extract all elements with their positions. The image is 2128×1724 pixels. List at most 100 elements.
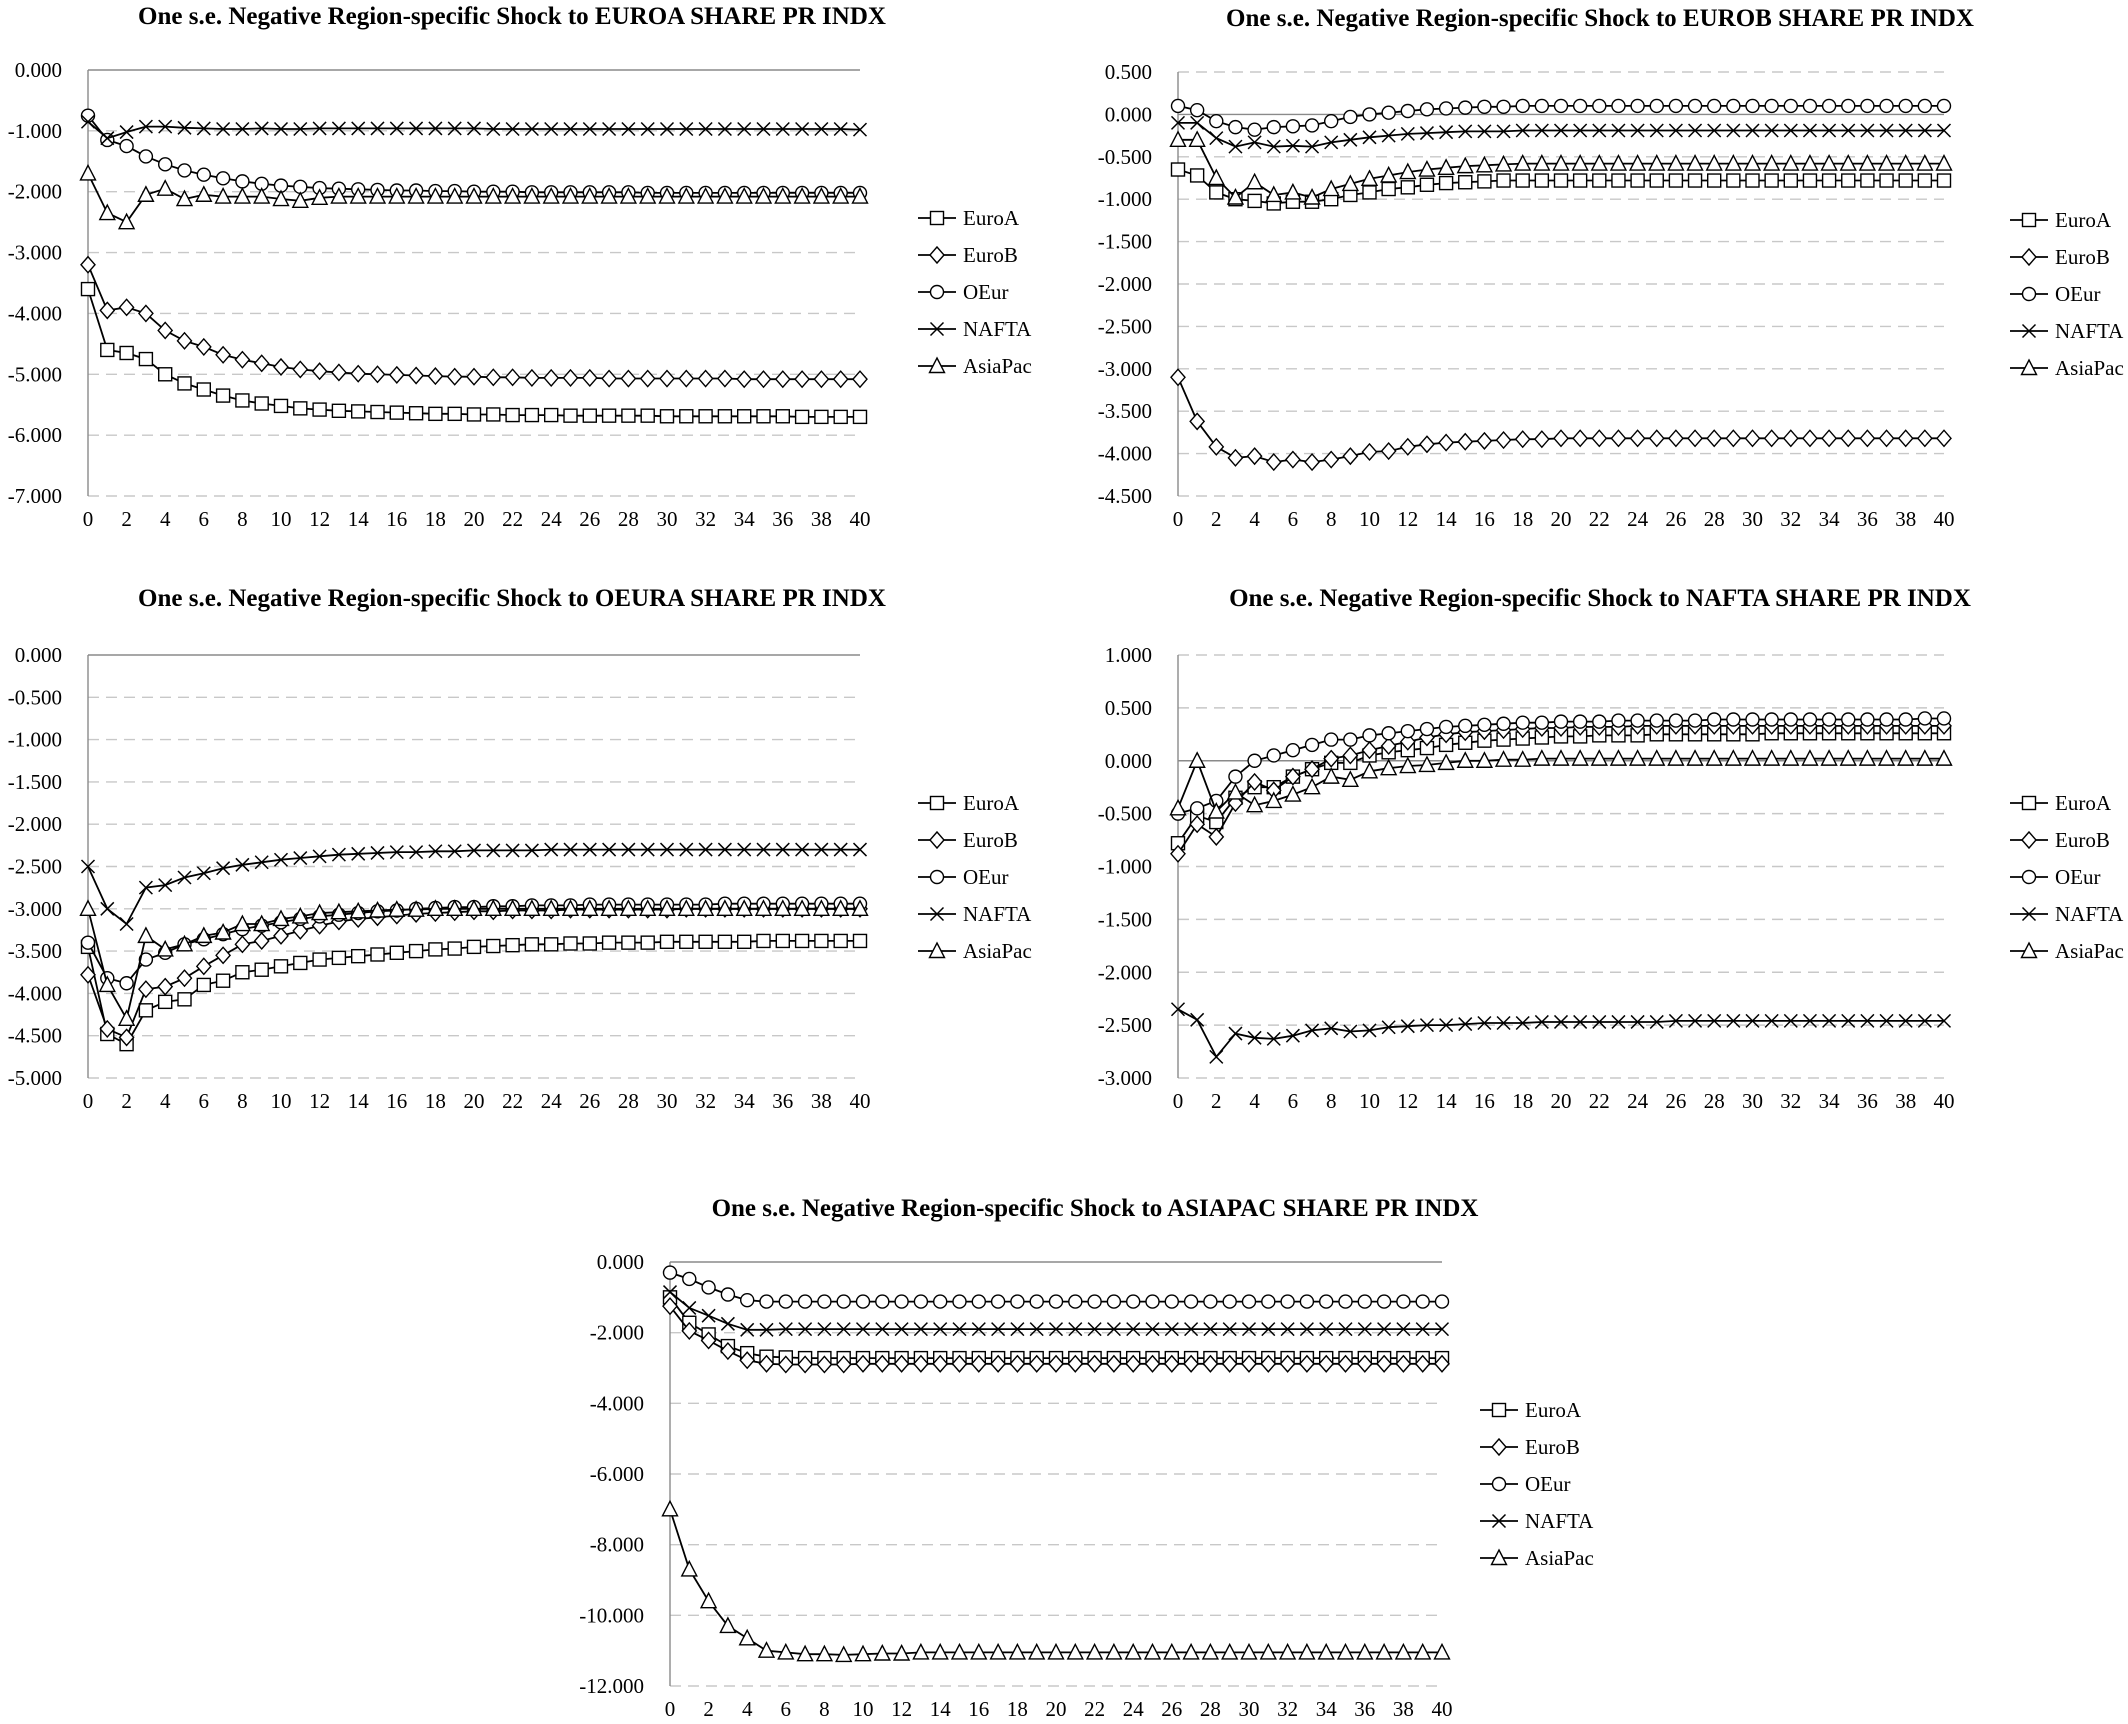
data-point bbox=[697, 369, 714, 388]
data-point bbox=[1415, 1294, 1430, 1309]
data-point bbox=[330, 187, 348, 204]
x-tick-label: 32 bbox=[1780, 1089, 1801, 1113]
y-tick-label: 0.000 bbox=[597, 1250, 644, 1274]
x-tick-label: 40 bbox=[1934, 507, 1955, 531]
legend-marker bbox=[1491, 1513, 1507, 1529]
data-point bbox=[971, 1294, 986, 1309]
data-point bbox=[388, 365, 405, 384]
data-point bbox=[933, 1294, 948, 1309]
data-point bbox=[1916, 429, 1933, 448]
data-point bbox=[1245, 795, 1264, 813]
data-point bbox=[176, 331, 193, 350]
data-point bbox=[1226, 782, 1245, 800]
data-point bbox=[774, 899, 792, 916]
data-point bbox=[798, 1322, 813, 1337]
data-point bbox=[1280, 1322, 1295, 1337]
data-point bbox=[158, 878, 173, 893]
data-point bbox=[1649, 173, 1664, 188]
legend-label: AsiaPac bbox=[2055, 356, 2124, 380]
data-point bbox=[1898, 173, 1913, 188]
y-tick-label: -2.000 bbox=[1098, 272, 1152, 296]
data-point bbox=[971, 1322, 986, 1337]
data-point bbox=[1029, 1294, 1044, 1309]
data-point bbox=[1611, 123, 1626, 138]
x-tick-label: 16 bbox=[386, 507, 407, 531]
data-point bbox=[1898, 98, 1913, 114]
legend-marker bbox=[928, 941, 946, 959]
data-point bbox=[291, 906, 309, 924]
data-point bbox=[1261, 1322, 1276, 1337]
data-point bbox=[368, 187, 387, 204]
y-tick-label: -2.500 bbox=[1098, 1013, 1152, 1037]
data-point bbox=[696, 899, 715, 916]
data-point bbox=[659, 842, 675, 857]
legend-label: NAFTA bbox=[963, 902, 1032, 926]
data-point bbox=[836, 1294, 851, 1309]
data-point bbox=[601, 935, 617, 950]
data-point bbox=[273, 926, 289, 945]
series-line bbox=[669, 1509, 1442, 1656]
data-point bbox=[793, 187, 811, 204]
x-tick-label: 2 bbox=[1211, 1089, 1222, 1113]
data-point bbox=[740, 1292, 755, 1308]
data-point bbox=[1221, 1642, 1239, 1660]
data-point bbox=[523, 368, 540, 388]
data-point bbox=[234, 935, 251, 954]
y-tick-label: -4.000 bbox=[590, 1391, 644, 1415]
data-point bbox=[1860, 98, 1875, 114]
data-point bbox=[1515, 98, 1530, 114]
legend-marker bbox=[2021, 869, 2037, 885]
data-point bbox=[1105, 1642, 1123, 1660]
chart-panel-1: One s.e. Negative Region-specific Shock … bbox=[8, 3, 1032, 531]
x-tick-label: 28 bbox=[1704, 1089, 1725, 1113]
data-point bbox=[1917, 1013, 1932, 1028]
x-tick-label: 14 bbox=[1436, 507, 1458, 531]
data-point bbox=[1783, 1013, 1798, 1028]
data-point bbox=[717, 409, 733, 424]
data-point bbox=[176, 969, 193, 988]
x-tick-label: 26 bbox=[579, 1089, 600, 1113]
data-point bbox=[701, 1280, 716, 1295]
data-point bbox=[1376, 1294, 1392, 1309]
data-point bbox=[1246, 772, 1263, 791]
chart-panel-3: One s.e. Negative Region-specific Shock … bbox=[8, 585, 1032, 1113]
x-tick-label: 4 bbox=[1249, 1089, 1260, 1113]
data-point bbox=[1170, 98, 1186, 114]
data-point bbox=[696, 187, 715, 204]
data-point bbox=[1476, 431, 1493, 450]
data-point bbox=[1183, 1354, 1200, 1373]
data-point bbox=[195, 926, 213, 944]
data-point bbox=[351, 846, 366, 861]
data-point bbox=[235, 122, 250, 137]
x-tick-label: 24 bbox=[1627, 507, 1649, 531]
data-point bbox=[1203, 1322, 1218, 1337]
x-tick-label: 36 bbox=[772, 1089, 793, 1113]
data-point bbox=[563, 408, 578, 423]
data-point bbox=[1400, 723, 1416, 739]
data-point bbox=[719, 1616, 737, 1634]
data-point bbox=[196, 382, 212, 397]
x-tick-label: 18 bbox=[425, 507, 446, 531]
x-tick-label: 22 bbox=[502, 1089, 523, 1113]
data-point bbox=[215, 345, 232, 364]
data-point bbox=[990, 1294, 1006, 1309]
legend-marker bbox=[1491, 1402, 1507, 1418]
x-tick-label: 34 bbox=[734, 507, 756, 531]
data-point bbox=[1228, 1026, 1243, 1041]
data-point bbox=[737, 842, 752, 857]
data-point bbox=[1284, 182, 1302, 200]
data-point bbox=[1687, 98, 1703, 114]
data-point bbox=[1879, 98, 1894, 114]
data-point bbox=[1361, 741, 1378, 760]
data-point bbox=[1630, 713, 1645, 728]
data-point bbox=[951, 1354, 968, 1373]
legend-label: EuroA bbox=[2055, 208, 2112, 232]
data-point bbox=[1203, 1294, 1218, 1309]
data-point bbox=[1362, 107, 1377, 122]
legend-entry: EuroA bbox=[918, 206, 1020, 230]
data-point bbox=[1266, 1031, 1281, 1046]
data-point bbox=[117, 212, 136, 230]
data-point bbox=[1285, 138, 1300, 153]
x-tick-label: 24 bbox=[541, 507, 563, 531]
data-point bbox=[661, 1499, 679, 1517]
